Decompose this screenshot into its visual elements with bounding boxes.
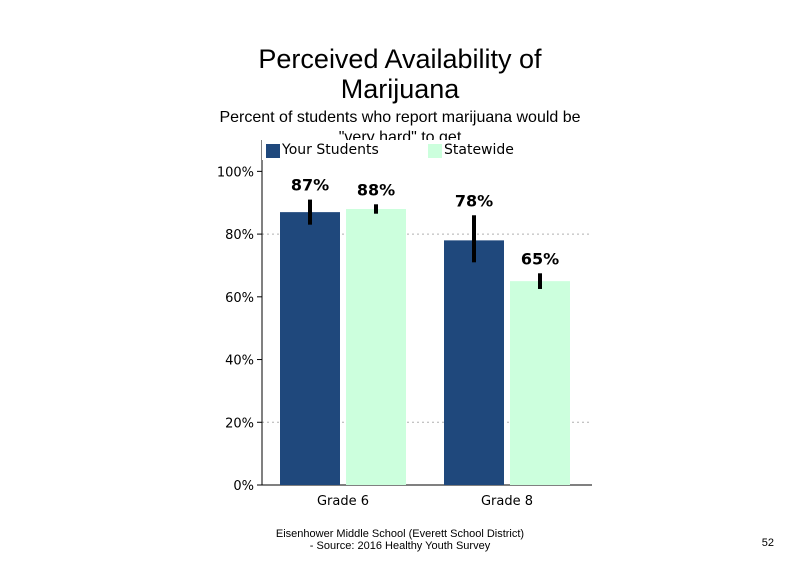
chart-subtitle: Percent of students who report marijuana… — [219, 109, 581, 140]
bar-your-students-2 — [444, 240, 504, 485]
legend-label-statewide: Statewide — [444, 142, 514, 158]
data-label-your-students-2: 78% — [455, 191, 493, 210]
footer-line-1: Eisenhower Middle School (Everett School… — [275, 528, 525, 540]
y-tick-label-20: 20% — [225, 416, 254, 431]
chart-title: Perceived Availability of Marijuana — [258, 44, 542, 104]
data-label-your-students-1: 87% — [291, 176, 329, 195]
legend-swatch-statewide — [428, 144, 442, 158]
y-tick-label-100: 100% — [217, 165, 254, 180]
x-tick-label-1: Grade 6 — [317, 494, 369, 509]
legend-swatch-your-students — [266, 144, 280, 158]
bar-statewide-2 — [510, 281, 570, 485]
y-tick-label-40: 40% — [225, 354, 254, 369]
legend: Your Students Statewide — [262, 140, 592, 160]
footer-line-2: - Source: 2016 Healthy Youth Survey — [309, 540, 491, 552]
data-label-statewide-1: 88% — [357, 180, 395, 199]
legend-label-your-students: Your Students — [282, 142, 379, 158]
y-tick-label-60: 60% — [225, 291, 254, 306]
y-tick-label-0: 0% — [233, 479, 254, 494]
footer: Eisenhower Middle School (Everett School… — [200, 528, 600, 552]
page-number: 52 — [761, 537, 774, 549]
data-label-statewide-2: 65% — [521, 249, 559, 268]
bar-statewide-1 — [346, 209, 406, 485]
bar-your-students-1 — [280, 212, 340, 486]
x-tick-label-2: Grade 8 — [481, 494, 533, 509]
y-tick-label-80: 80% — [225, 228, 254, 243]
